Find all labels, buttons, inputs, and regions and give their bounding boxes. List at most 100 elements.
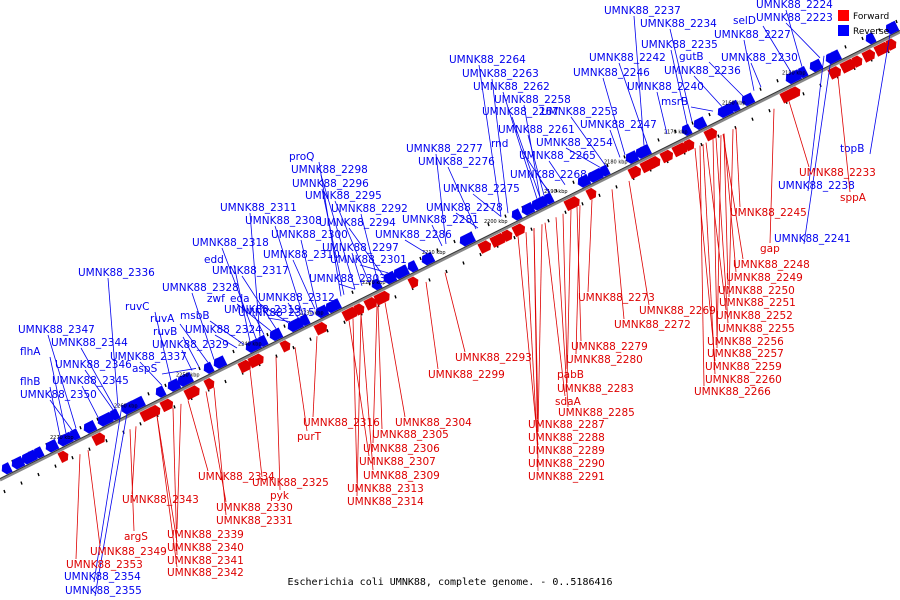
kbp-tick-label: 2260 kbp	[114, 403, 138, 409]
leader-line	[81, 385, 99, 418]
reverse-gene-arrow	[45, 438, 60, 453]
leader-line	[570, 116, 606, 166]
forward-gene-arrow	[353, 303, 365, 316]
leader-line	[694, 148, 716, 362]
reverse-gene-label: UMNK88_2253	[541, 106, 618, 118]
leader-line	[179, 323, 209, 363]
tick-mark	[71, 455, 74, 460]
tick-mark	[224, 379, 227, 384]
leader-line	[359, 264, 389, 274]
forward-gene-label: sppA	[840, 192, 867, 204]
reverse-gene-label: aspS	[132, 363, 158, 375]
forward-gene-arrow	[789, 86, 801, 99]
forward-gene-arrow	[159, 398, 174, 413]
leader-line	[699, 145, 705, 387]
reverse-gene-label: UMNK88_2265	[519, 150, 596, 162]
leader-line	[472, 193, 502, 217]
leader-line	[544, 222, 566, 397]
leader-line	[803, 51, 833, 245]
tick-mark	[232, 349, 235, 354]
reverse-gene-label: UMNK88_2303	[309, 273, 386, 285]
reverse-gene-label: UMNK88_2346	[55, 359, 132, 371]
tick-mark	[547, 218, 550, 223]
forward-gene-label: UMNK88_2342	[167, 567, 244, 579]
leader-line	[236, 303, 272, 332]
reverse-gene-label: UMNK88_2286	[375, 229, 452, 241]
reverse-gene-arrow	[693, 116, 708, 130]
leader-line	[221, 247, 257, 339]
leader-line	[425, 281, 439, 370]
leader-line	[338, 283, 356, 290]
reverse-gene-arrow	[33, 446, 45, 459]
leader-line	[555, 217, 569, 408]
forward-gene-label: UMNK88_2245	[730, 207, 807, 219]
leader-line	[321, 188, 345, 295]
reverse-gene-label: UMNK88_2344	[51, 337, 128, 349]
reverse-gene-label: UMNK88_2354	[64, 571, 141, 583]
leader-line	[728, 129, 734, 298]
reverse-gene-label: rnd	[491, 138, 508, 150]
leader-line	[84, 369, 114, 410]
reverse-gene-label: UMNK88_2224	[756, 0, 833, 11]
leader-line	[49, 386, 61, 437]
tick-mark	[878, 28, 881, 32]
leader-line	[214, 334, 238, 349]
reverse-gene-label: UMNK88_2318	[192, 237, 269, 249]
leader-line	[267, 317, 291, 323]
reverse-gene-label: UMNK88_2276	[418, 156, 495, 168]
leader-line	[49, 399, 73, 431]
reverse-gene-label: ruvC	[125, 301, 150, 313]
kbp-tick-label: 2200 kbp	[484, 219, 508, 225]
reverse-gene-label: UMNK88_2275	[443, 183, 520, 195]
reverse-gene-arrow	[109, 408, 121, 421]
kbp-tick-label: 2150 kbp	[782, 71, 806, 77]
tick-mark	[700, 142, 703, 147]
reverse-gene-label: UMNK88_2315	[238, 307, 315, 319]
reverse-gene-label: flhA	[20, 346, 41, 358]
reverse-gene-label: proQ	[289, 151, 314, 163]
reverse-gene-label: eda	[230, 293, 250, 305]
reverse-gene-arrow	[83, 420, 98, 434]
reverse-gene-label: UMNK88_2240	[627, 81, 704, 93]
reverse-gene-label: UMNK88_2311	[220, 202, 297, 214]
tick-mark	[368, 282, 371, 286]
forward-gene-label: UMNK88_2353	[66, 559, 143, 571]
reverse-gene-label: UMNK88_2264	[449, 54, 526, 66]
forward-gene-arrow	[659, 149, 674, 164]
legend-label: Reverse	[853, 27, 890, 37]
forward-gene-label: UMNK88_2249	[726, 272, 803, 284]
leader-line	[249, 212, 261, 337]
leader-line	[447, 166, 477, 230]
kbp-tick-label: 2210 kbp	[422, 250, 446, 256]
forward-gene-label: UMNK88_2314	[347, 496, 424, 508]
reverse-gene-label: UMNK88_2238	[778, 180, 855, 192]
forward-gene-arrow	[683, 139, 695, 152]
leader-line	[807, 55, 825, 192]
reverse-gene-label: UMNK88_2345	[52, 375, 129, 387]
reverse-gene-label: UMNK88_2310	[263, 249, 340, 261]
leader-line	[139, 361, 163, 386]
leader-line	[384, 302, 406, 418]
tick-mark	[79, 425, 82, 430]
forward-gene-label: UMNK88_2256	[707, 336, 784, 348]
forward-gene-arrow	[851, 55, 863, 68]
forward-gene-label: UMNK88_2304	[395, 417, 472, 429]
tick-mark	[88, 447, 91, 451]
leader-line	[292, 259, 316, 310]
leader-line	[360, 314, 374, 471]
leader-line	[435, 153, 447, 245]
reverse-gene-arrow	[635, 143, 652, 159]
leader-line	[656, 91, 668, 135]
tick-mark	[326, 329, 329, 333]
leader-line	[75, 454, 81, 560]
reverse-gene-label: UMNK88_2241	[774, 233, 851, 245]
leader-line	[722, 134, 744, 260]
reverse-gene-label: UMNK88_2295	[305, 190, 382, 202]
tick-mark	[147, 392, 150, 396]
legend: Forward Reverse	[838, 10, 890, 37]
leader-line	[348, 227, 384, 276]
tick-mark	[530, 227, 533, 231]
tick-mark	[436, 248, 439, 252]
leader-line	[161, 368, 197, 375]
forward-gene-arrow	[279, 340, 291, 353]
